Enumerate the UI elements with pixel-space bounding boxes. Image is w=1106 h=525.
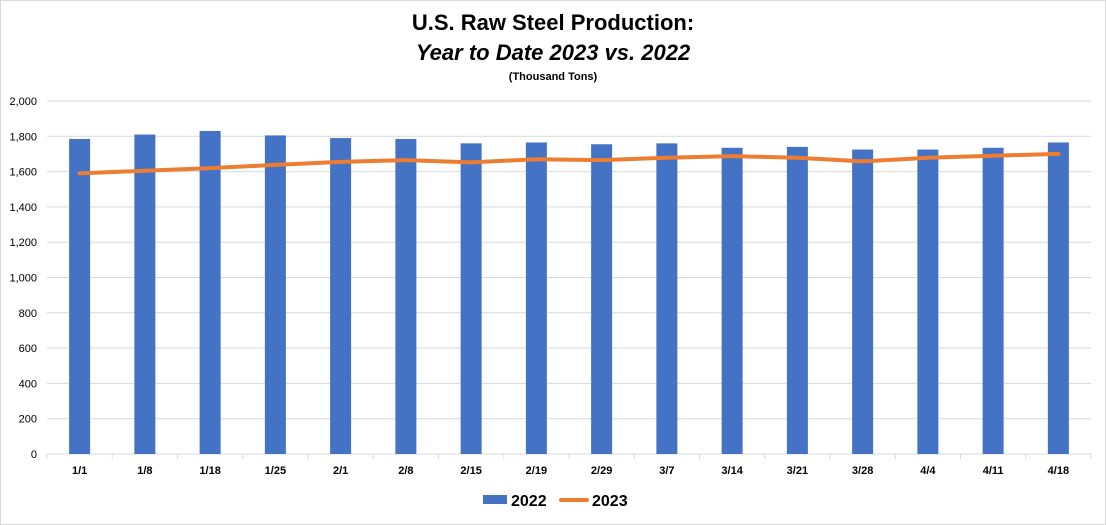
bar-2022 <box>786 146 808 454</box>
bar-2022 <box>852 149 874 454</box>
x-tick-label: 2/8 <box>398 465 413 477</box>
x-tick-label: 1/18 <box>199 465 220 477</box>
bar-2022 <box>134 134 156 454</box>
bar-2022 <box>330 138 352 454</box>
y-tick-label: 2,000 <box>9 96 37 108</box>
x-tick-label: 1/1 <box>72 465 87 477</box>
bar-2022 <box>591 144 613 454</box>
y-tick-label: 600 <box>19 343 37 355</box>
bar-2022 <box>395 138 417 454</box>
bar-2022 <box>656 143 678 455</box>
y-tick-label: 0 <box>31 449 37 461</box>
bar-2022 <box>264 135 286 455</box>
y-tick-label: 1,600 <box>9 167 37 179</box>
x-tick-label: 3/28 <box>852 465 873 477</box>
x-tick-label: 2/1 <box>333 465 348 477</box>
y-tick-label: 1,000 <box>9 273 37 285</box>
bar-2022 <box>460 143 482 455</box>
x-tick-label: 4/18 <box>1048 465 1069 477</box>
y-tick-label: 1,800 <box>9 131 37 143</box>
y-tick-label: 200 <box>19 414 37 426</box>
bar-2022 <box>982 147 1004 454</box>
x-tick-label: 1/25 <box>265 465 286 477</box>
x-tick-label: 1/8 <box>137 465 152 477</box>
unit-note: (Thousand Tons) <box>508 71 598 83</box>
bar-2022 <box>721 147 743 454</box>
chart-subtitle: Year to Date 2023 vs. 2022 <box>415 40 691 65</box>
y-tick-label: 400 <box>19 378 37 390</box>
bar-2022 <box>525 142 547 455</box>
bar-2022 <box>199 131 221 454</box>
x-tick-label: 2/19 <box>526 465 547 477</box>
x-tick-label: 4/11 <box>983 465 1004 477</box>
legend-label-2022: 2022 <box>511 493 547 510</box>
y-tick-label: 1,400 <box>9 202 37 214</box>
chart-title: U.S. Raw Steel Production: <box>411 10 695 35</box>
x-tick-label: 3/14 <box>721 465 743 477</box>
y-tick-label: 1,200 <box>9 237 37 249</box>
bar-2022 <box>917 149 939 454</box>
bar-2022 <box>69 138 91 454</box>
y-tick-label: 800 <box>19 308 37 320</box>
line-2023 <box>77 151 1061 176</box>
bar-2022 <box>1047 142 1069 455</box>
x-tick-label: 2/29 <box>591 465 612 477</box>
x-tick-label: 3/7 <box>659 465 674 477</box>
legend-label-2023: 2023 <box>592 493 628 510</box>
x-tick-label: 3/21 <box>787 465 808 477</box>
legend-swatch-2022 <box>483 495 507 504</box>
x-tick-label: 2/15 <box>460 465 481 477</box>
x-tick-label: 4/4 <box>920 465 936 477</box>
